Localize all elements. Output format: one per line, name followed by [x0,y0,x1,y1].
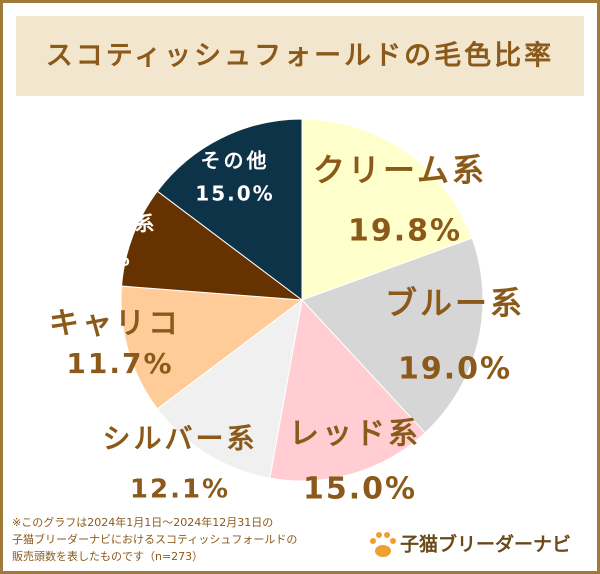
value-label: 15.0% [195,182,274,206]
value-label: 12.1% [130,475,230,505]
pie [120,118,484,482]
slice-label: クリーム系 [313,151,487,189]
pie-slice [156,298,303,479]
chart-title: スコティッシュフォールドの毛色比率 [46,40,554,72]
paw-icon [370,532,396,557]
note: 販売頭数を表したものです（n=273） [12,549,203,563]
slice-label: その他 [201,149,270,173]
value-label: 9.2% [68,247,131,271]
slice-label: レッド系 [289,417,421,452]
title-band [16,16,584,96]
value-label: 19.8% [348,214,462,249]
slice-label: ブルー系 [385,284,525,322]
slice-label: シルバー系 [102,422,257,455]
pie-slice [269,298,426,482]
labels: クリーム系 19.8% ブルー系 19.0% レッド系 15.0% シルバー系 12.1% キャ… [43,149,525,507]
source-logo: 子猫ブリーダーナビ [400,533,571,556]
value-label: 19.0% [398,352,512,387]
slice-label: ブラウン系 [43,212,158,236]
slice-label: キャリコ [49,307,181,342]
value-label: 11.7% [66,347,173,380]
pie-slice [121,190,304,301]
note: ※このグラフは2024年1月1日〜2024年12月31日の [12,515,273,529]
pie-slice [301,237,484,434]
pie-slice [301,118,473,301]
note: 子猫ブリーダーナビにおけるスコティッシュフォールドの [12,532,297,546]
value-label: 15.0% [303,472,417,507]
pie-slice [120,285,304,410]
pie-slice [156,118,303,302]
